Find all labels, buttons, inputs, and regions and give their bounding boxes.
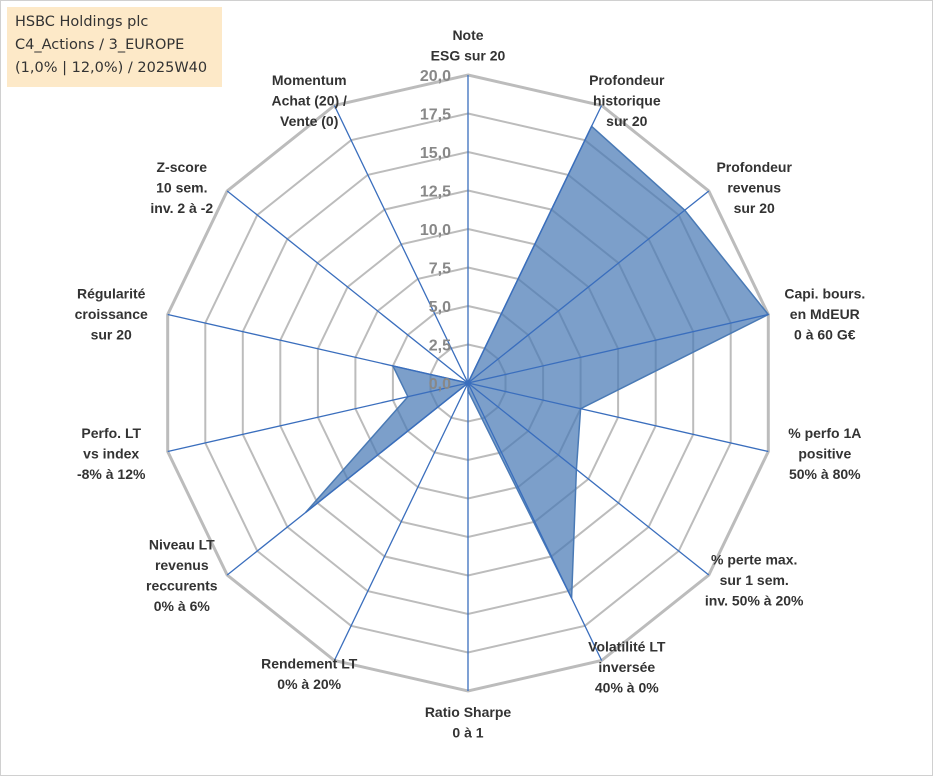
axis-spoke (167, 313, 469, 384)
axis-label-line: inv. 2 à -2 (150, 200, 213, 216)
axis-label-line: 0 à 60 G€ (794, 326, 856, 342)
axis-label-line: Momentum (272, 72, 347, 88)
axis-spoke (467, 313, 769, 384)
axis-label-line: reccurents (146, 578, 218, 594)
allocation-week: (1,0% | 12,0%) / 2025W40 (15, 60, 208, 76)
category-path: C4_Actions / 3_EUROPE (15, 37, 185, 53)
axis-label: Perfo. LT vs index -8% à 12% (77, 425, 146, 482)
tick-label: 5,0 (429, 299, 451, 316)
axis-label-line: sur 20 (606, 113, 647, 129)
axis-label-line: Z-score (157, 159, 208, 175)
axis-spoke (467, 190, 710, 384)
axis-label-line: inv. 50% à 20% (705, 592, 804, 608)
info-box: HSBC Holdings plc C4_Actions / 3_EUROPE … (7, 7, 222, 87)
axis-label-line: sur 20 (91, 326, 132, 342)
axis-label-line: -8% à 12% (77, 466, 146, 482)
axis-label: Note ESG sur 20 (431, 27, 506, 64)
tick-label: 20,0 (420, 68, 451, 85)
axis-spoke (226, 382, 469, 576)
axis-label: Momentum Achat (20) / Vente (0) (271, 72, 347, 129)
company-name: HSBC Holdings plc (15, 14, 149, 30)
tick-layer: 0,0 2,5 5,0 7,5 10,0 12,5 15,0 17,5 20,0 (420, 68, 451, 393)
axis-label: Volatilité LT inversée 40% à 0% (588, 639, 666, 696)
label-layer: Note ESG sur 20 Profondeur historique sur 20… (75, 27, 866, 741)
axis-label: Z-score 10 sem. inv. 2 à -2 (150, 159, 213, 216)
axis-spoke (467, 382, 603, 661)
axis-label-line: en MdEUR (790, 306, 860, 322)
axis-spoke (467, 382, 769, 453)
axis-spoke (333, 105, 469, 384)
axis-label-line: positive (798, 446, 851, 462)
axis-label: Capi. bours. en MdEUR 0 à 60 G€ (784, 285, 865, 342)
axis-label: % perte max. sur 1 sem. inv. 50% à 20% (705, 551, 804, 608)
axis-label-line: 50% à 80% (789, 466, 861, 482)
axis-label-line: revenus (155, 557, 209, 573)
axis-label-line: Régularité (77, 285, 146, 301)
axis-spoke (167, 382, 469, 453)
axis-label-line: Note (452, 27, 483, 43)
tick-label: 7,5 (429, 261, 451, 278)
axis-label-line: Rendement LT (261, 655, 358, 671)
axis-label-line: inversée (598, 659, 655, 675)
axis-label-line: Perfo. LT (81, 425, 141, 441)
axis-label: Rendement LT 0% à 20% (261, 655, 358, 692)
axis-label-line: sur 20 (734, 200, 775, 216)
axis-label-line: % perte max. (711, 551, 797, 567)
tick-label: 10,0 (420, 222, 451, 239)
axis-label-line: Vente (0) (280, 113, 338, 129)
tick-label: 15,0 (420, 145, 451, 162)
spoke-layer (167, 75, 769, 691)
axis-label-line: revenus (727, 180, 781, 196)
axis-spoke (226, 190, 469, 384)
axis-label: Ratio Sharpe 0 à 1 (425, 704, 512, 741)
axis-label-line: Profondeur (589, 72, 665, 88)
tick-label: 2,5 (429, 338, 451, 355)
axis-spoke (333, 382, 469, 661)
axis-label-line: Volatilité LT (588, 639, 666, 655)
tick-label: 0,0 (429, 376, 451, 393)
axis-label-line: sur 1 sem. (720, 572, 789, 588)
axis-spoke (467, 382, 710, 576)
axis-label-line: croissance (75, 306, 148, 322)
axis-label-line: 0% à 6% (154, 598, 211, 614)
tick-label: 12,5 (420, 184, 451, 201)
axis-label-line: 10 sem. (156, 180, 207, 196)
axis-label: Régularité croissance sur 20 (75, 285, 148, 342)
tick-label: 17,5 (420, 107, 451, 124)
axis-label-line: Achat (20) / (271, 92, 347, 108)
axis-label-line: 0 à 1 (452, 725, 483, 741)
axis-label-line: Capi. bours. (784, 285, 865, 301)
axis-label-line: Niveau LT (149, 537, 215, 553)
axis-label-line: Ratio Sharpe (425, 704, 512, 720)
axis-label-line: 40% à 0% (595, 680, 659, 696)
axis-label-line: historique (593, 92, 661, 108)
axis-label-line: vs index (83, 446, 139, 462)
axis-label: Niveau LT revenus reccurents 0% à 6% (146, 537, 218, 615)
axis-label-line: 0% à 20% (277, 676, 341, 692)
axis-spoke (467, 105, 603, 384)
axis-label: Profondeur historique sur 20 (589, 72, 665, 129)
axis-label-line: Profondeur (716, 159, 792, 175)
axis-label: % perfo 1A positive 50% à 80% (788, 425, 861, 482)
axis-label-line: ESG sur 20 (431, 48, 506, 64)
axis-label-line: % perfo 1A (788, 425, 861, 441)
axis-label: Profondeur revenus sur 20 (716, 159, 792, 216)
